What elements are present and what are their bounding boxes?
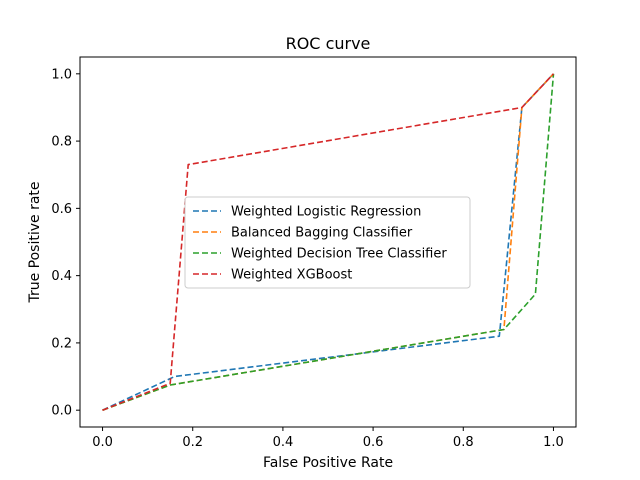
- plot-area: [102, 73, 555, 411]
- legend-label-2: Weighted Decision Tree Classifier: [231, 247, 447, 262]
- axes-frame: [79, 56, 577, 428]
- x-tick-label: 0.0: [92, 435, 113, 450]
- y-tick-label: 0.4: [51, 269, 72, 284]
- legend-label-3: Weighted XGBoost: [231, 268, 352, 283]
- x-axis-label: False Positive Rate: [263, 455, 393, 471]
- y-tick-label: 0.8: [51, 135, 72, 150]
- y-tick-label: 0.0: [51, 404, 72, 419]
- legend-box: [184, 196, 471, 289]
- x-tick-label: 0.6: [363, 435, 384, 450]
- x-tick-label: 1.0: [543, 435, 564, 450]
- y-tick-label: 1.0: [51, 67, 72, 82]
- x-tick-label: 0.2: [182, 435, 203, 450]
- x-tick-label: 0.8: [453, 435, 474, 450]
- x-tick-label: 0.4: [273, 435, 294, 450]
- series-line-2: [102, 73, 555, 411]
- axis-ticks: 0.0 0.2 0.4 0.6 0.8 1.0 0.0 0.2 0.4 0.6 0.8 1.0: [51, 67, 563, 450]
- y-tick-label: 0.6: [51, 202, 72, 217]
- legend-label-1: Balanced Bagging Classifier: [231, 226, 413, 241]
- y-tick-label: 0.2: [51, 336, 72, 351]
- chart-title: ROC curve: [286, 34, 371, 53]
- legend-label-0: Weighted Logistic Regression: [231, 205, 421, 220]
- series-line-3: [102, 73, 555, 411]
- y-axis-label: True Positive rate: [27, 181, 43, 303]
- legend: Weighted Logistic Regression Balanced Bag…: [184, 196, 471, 289]
